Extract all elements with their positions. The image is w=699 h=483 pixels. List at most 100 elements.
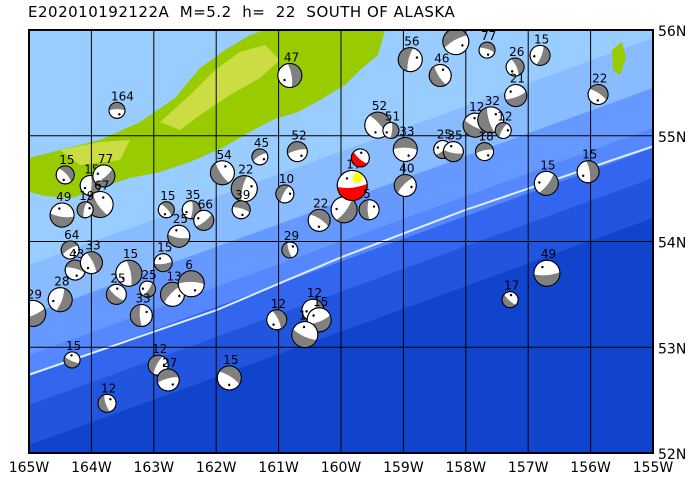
t-axis-dot — [486, 53, 490, 56]
depth-label: 12 — [497, 109, 512, 123]
beachball-outline — [167, 224, 191, 248]
t-axis-dot — [533, 55, 536, 58]
beachball — [266, 309, 288, 331]
depth-label: 19 — [79, 189, 94, 203]
depth-label: 13 — [450, 16, 465, 30]
compression-quadrant — [442, 30, 468, 48]
compression-quadrant — [390, 122, 399, 139]
depth-label: 66 — [198, 197, 213, 211]
compression-quadrant — [178, 270, 205, 285]
depth-label: 15 — [540, 158, 555, 172]
beachball — [350, 148, 370, 168]
compression-quadrant — [359, 199, 370, 220]
depth-label: 33 — [399, 124, 414, 138]
t-axis-dot — [250, 185, 253, 188]
beachball — [160, 281, 186, 307]
compression-quadrant — [351, 152, 368, 167]
beachball-outline — [60, 240, 80, 260]
t-axis-dot — [262, 157, 266, 161]
beachball — [505, 57, 525, 77]
beachball — [55, 165, 75, 185]
depth-label: 35 — [447, 129, 462, 143]
beachball-outline — [587, 84, 609, 106]
beachball-outline — [336, 169, 368, 201]
depth-label: 6 — [185, 258, 193, 272]
beachball-outline — [281, 241, 299, 259]
lon-tick-label: 160W — [321, 460, 362, 476]
lon-tick-label: 157W — [508, 460, 549, 476]
compression-quadrant — [167, 234, 190, 248]
beachball-outline — [49, 202, 75, 228]
compression-quadrant — [232, 200, 251, 213]
t-axis-dot — [141, 287, 145, 290]
t-axis-dot — [410, 185, 413, 189]
t-axis-dot — [335, 207, 338, 211]
t-axis-dot — [415, 56, 419, 59]
compression-quadrant — [61, 240, 78, 255]
lon-tick-label: 165W — [9, 460, 50, 476]
beachball-outline — [275, 184, 295, 204]
beachball-outline — [129, 304, 153, 328]
t-axis-dot — [305, 310, 308, 313]
compression-quadrant — [287, 141, 308, 155]
beachball-outline — [177, 270, 205, 298]
depth-label: 25 — [437, 127, 452, 141]
beachball — [251, 148, 269, 166]
beachball-outline — [478, 41, 496, 59]
beachball-outline — [501, 291, 519, 309]
compression-quadrant — [398, 47, 414, 72]
compression-quadrant — [463, 119, 486, 138]
compression-quadrant — [538, 173, 559, 196]
compression-quadrant — [195, 214, 214, 231]
depth-label: 15 — [66, 339, 81, 353]
beachball — [533, 170, 559, 196]
t-axis-dot — [58, 207, 61, 210]
beachball — [49, 202, 75, 228]
depth-label: 54 — [216, 148, 231, 162]
depth-label: 64 — [64, 228, 79, 242]
island-land — [612, 42, 626, 75]
depth-label: 25 — [173, 212, 188, 226]
depth-label: 15 — [157, 241, 172, 255]
beachball-outline — [108, 101, 126, 119]
beachball — [167, 224, 191, 248]
beachball-outline — [286, 141, 308, 163]
compression-quadrant — [275, 184, 290, 202]
lon-tick-label: 163W — [134, 460, 175, 476]
lon-tick-label: 155W — [633, 460, 674, 476]
t-axis-dot — [83, 186, 87, 190]
compression-quadrant — [336, 199, 358, 223]
t-axis-dot — [122, 277, 125, 280]
depth-label: 10 — [279, 172, 294, 186]
beachball — [79, 251, 103, 275]
beachball — [393, 173, 417, 197]
beachball — [428, 63, 452, 87]
beachball-outline — [231, 200, 251, 220]
t-axis-dot — [145, 310, 148, 314]
lat-tick-label: 53N — [658, 341, 686, 357]
compression-quadrant — [272, 309, 287, 329]
beachball-outline — [157, 201, 175, 219]
t-axis-dot — [175, 229, 178, 232]
beachball — [156, 368, 180, 392]
depth-label: 35 — [185, 188, 200, 202]
t-axis-dot — [185, 210, 188, 214]
compression-quadrant — [148, 355, 163, 375]
target-beachball — [336, 169, 368, 201]
depth-label: 15 — [160, 189, 175, 203]
compression-quadrant — [106, 287, 125, 305]
depth-label: 27 — [162, 356, 177, 370]
t-axis-dot — [118, 113, 121, 116]
beachball — [115, 259, 143, 287]
compression-quadrant — [443, 149, 464, 162]
t-axis-dot — [224, 165, 227, 168]
beachball-outline — [307, 208, 331, 232]
compression-quadrant — [495, 122, 508, 138]
beachball-outline — [350, 148, 370, 168]
t-axis-dot — [52, 299, 55, 303]
depth-label: 67 — [94, 178, 109, 192]
t-axis-dot — [436, 146, 440, 149]
t-axis-dot — [178, 294, 181, 298]
compression-quadrant — [160, 282, 181, 304]
